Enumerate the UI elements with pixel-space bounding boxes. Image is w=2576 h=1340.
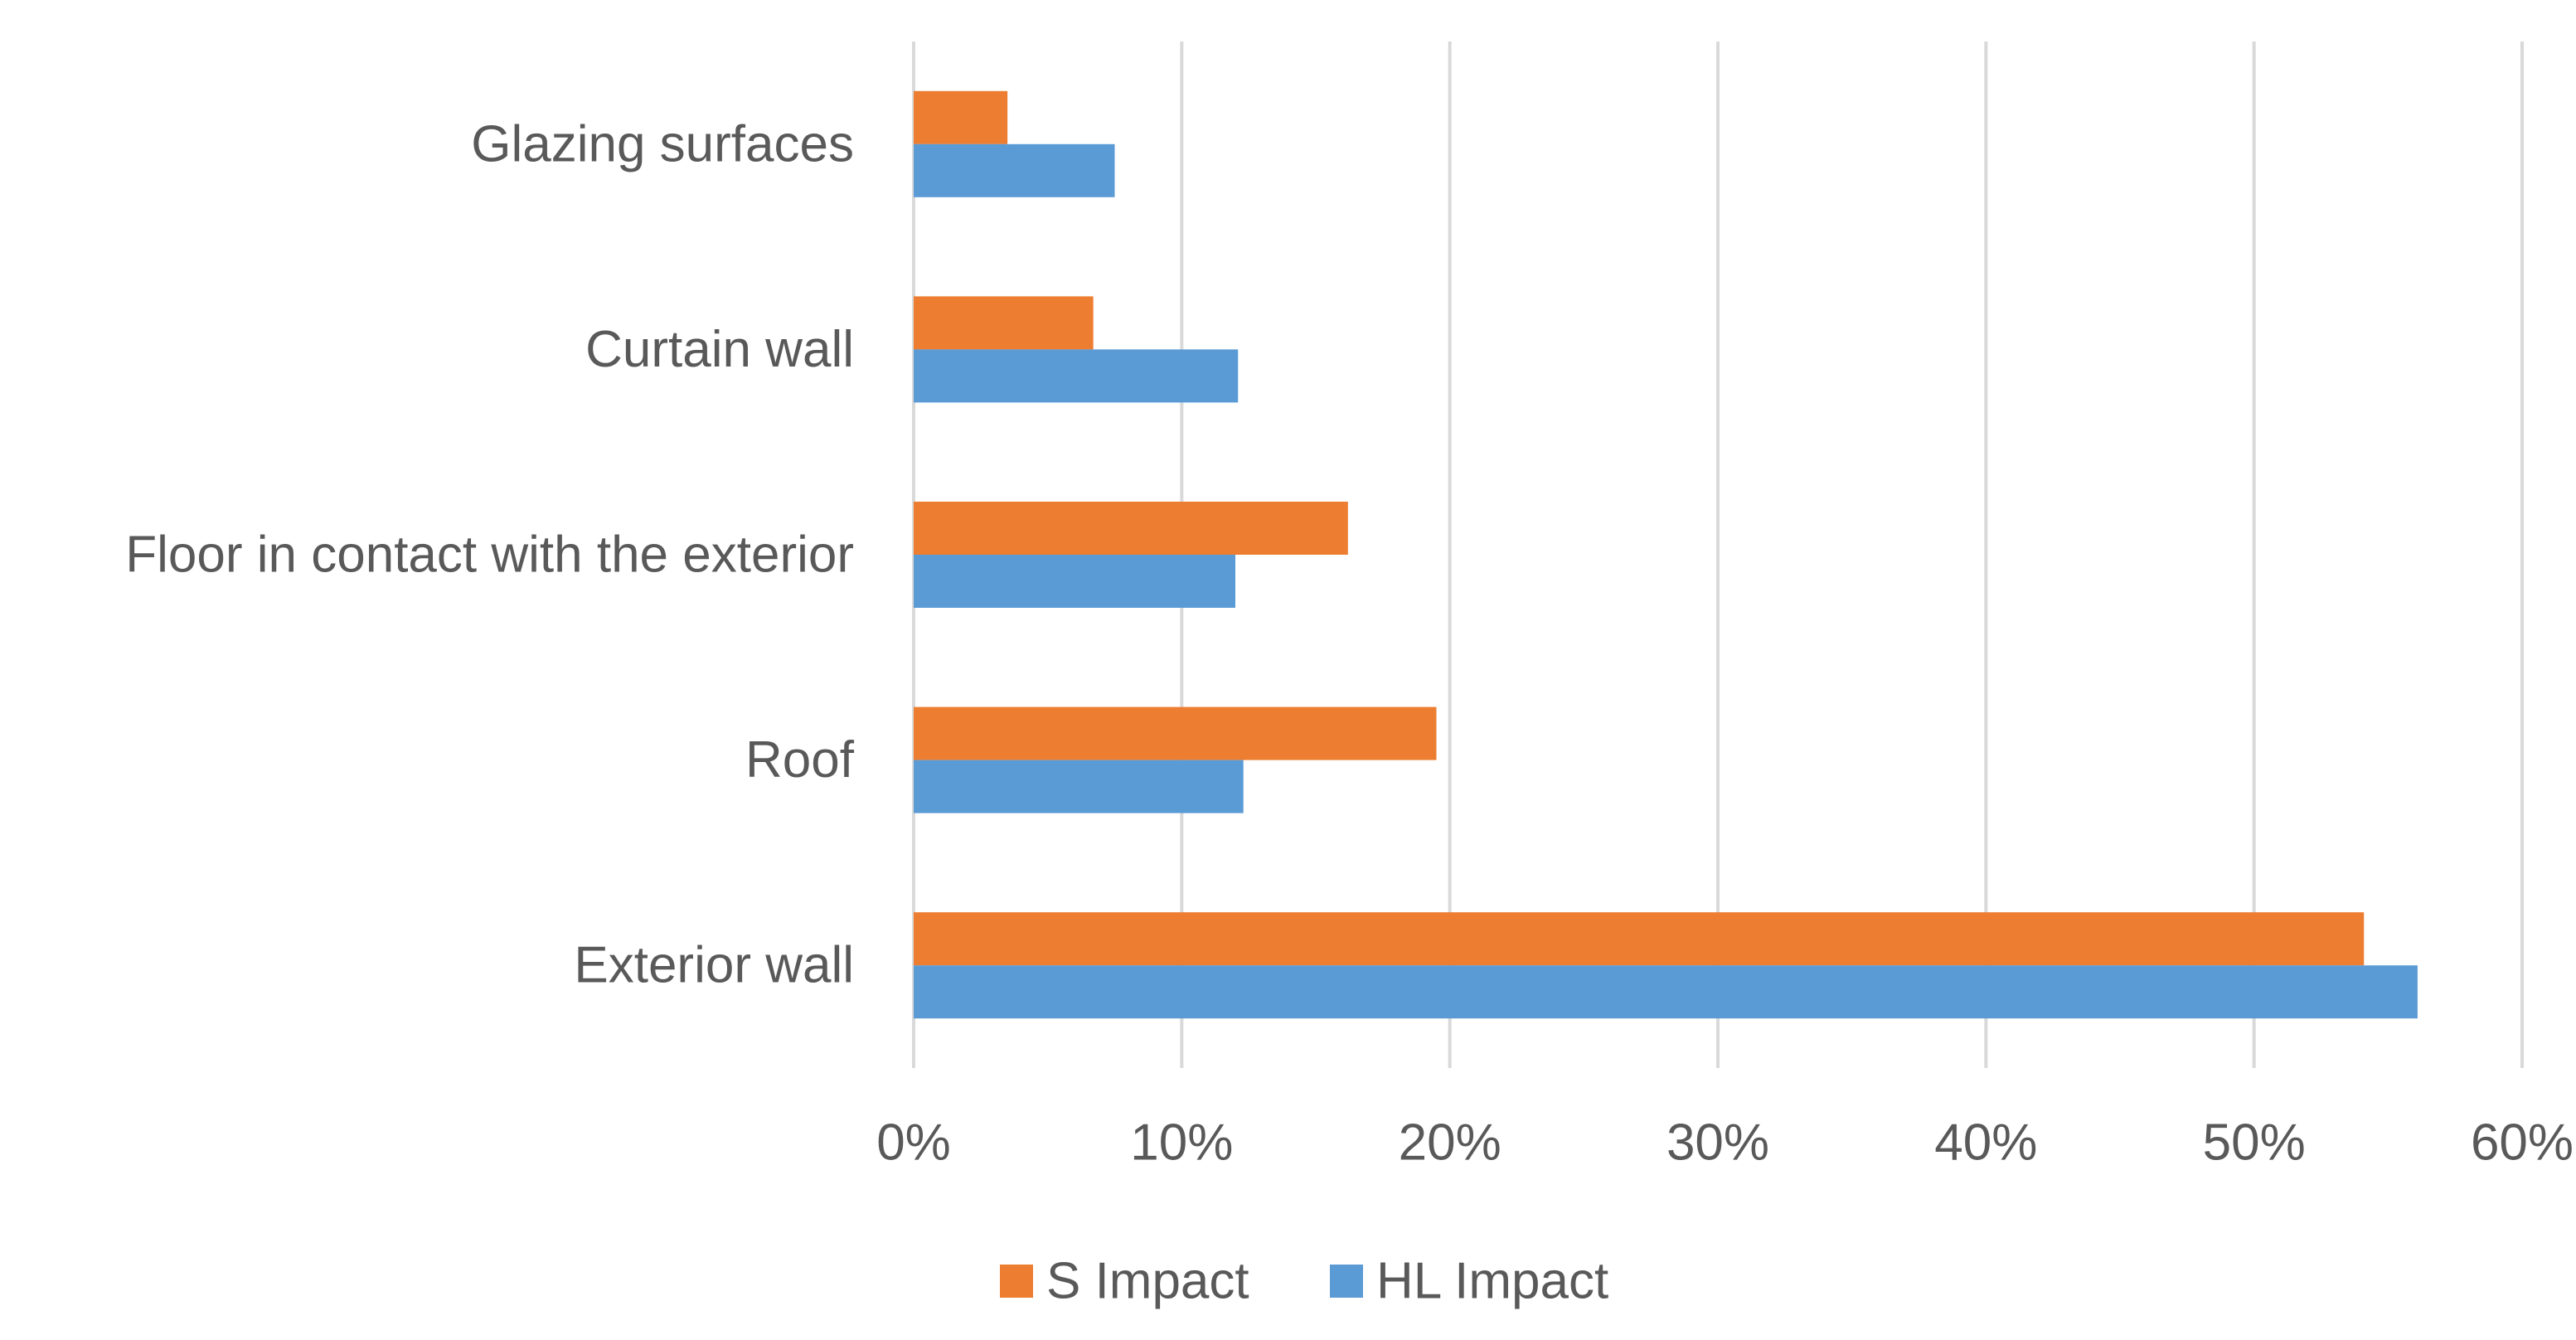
x-tick-label-40pct: 40% — [1934, 1114, 2037, 1172]
bar-hl-impact-floor-in-contact-with-the-exterior — [914, 555, 1235, 608]
bar-s-impact-exterior-wall — [914, 912, 2365, 966]
bar-hl-impact-roof — [914, 760, 1244, 813]
x-tick-label-0pct: 0% — [876, 1114, 951, 1172]
x-tick-label-10pct: 10% — [1130, 1114, 1233, 1172]
legend-label-hl-impact: HL Impact — [1376, 1253, 1608, 1310]
bar-s-impact-roof — [914, 706, 1437, 760]
bar-s-impact-curtain-wall — [914, 296, 1094, 350]
category-label-roof: Roof — [745, 731, 855, 789]
x-tick-label-50pct: 50% — [2203, 1114, 2306, 1172]
category-labels: Glazing surfaces Curtain wall Floor in con… — [125, 115, 854, 993]
bar-hl-impact-curtain-wall — [914, 349, 1239, 403]
bars — [914, 90, 2418, 1019]
x-tick-label-20pct: 20% — [1399, 1114, 1501, 1172]
gridlines — [912, 41, 2524, 1068]
legend: S Impact HL Impact — [1000, 1253, 1608, 1310]
bar-hl-impact-glazing-surfaces — [914, 143, 1115, 197]
legend-swatch-hl-impact — [1330, 1265, 1363, 1298]
category-label-curtain-wall: Curtain wall — [585, 321, 854, 378]
bar-s-impact-glazing-surfaces — [914, 90, 1008, 144]
x-axis-tick-labels: 0% 10% 20% 30% 40% 50% 60% — [876, 1114, 2574, 1172]
legend-label-s-impact: S Impact — [1046, 1253, 1249, 1310]
bar-hl-impact-exterior-wall — [914, 965, 2418, 1019]
bar-s-impact-floor-in-contact-with-the-exterior — [914, 502, 1348, 555]
category-label-glazing-surfaces: Glazing surfaces — [471, 115, 854, 172]
category-label-exterior-wall: Exterior wall — [574, 937, 854, 994]
x-tick-label-60pct: 60% — [2471, 1114, 2574, 1172]
x-tick-label-30pct: 30% — [1666, 1114, 1769, 1172]
legend-swatch-s-impact — [1000, 1265, 1033, 1298]
category-label-floor-in-contact-with-the-exterior: Floor in contact with the exterior — [125, 527, 854, 584]
